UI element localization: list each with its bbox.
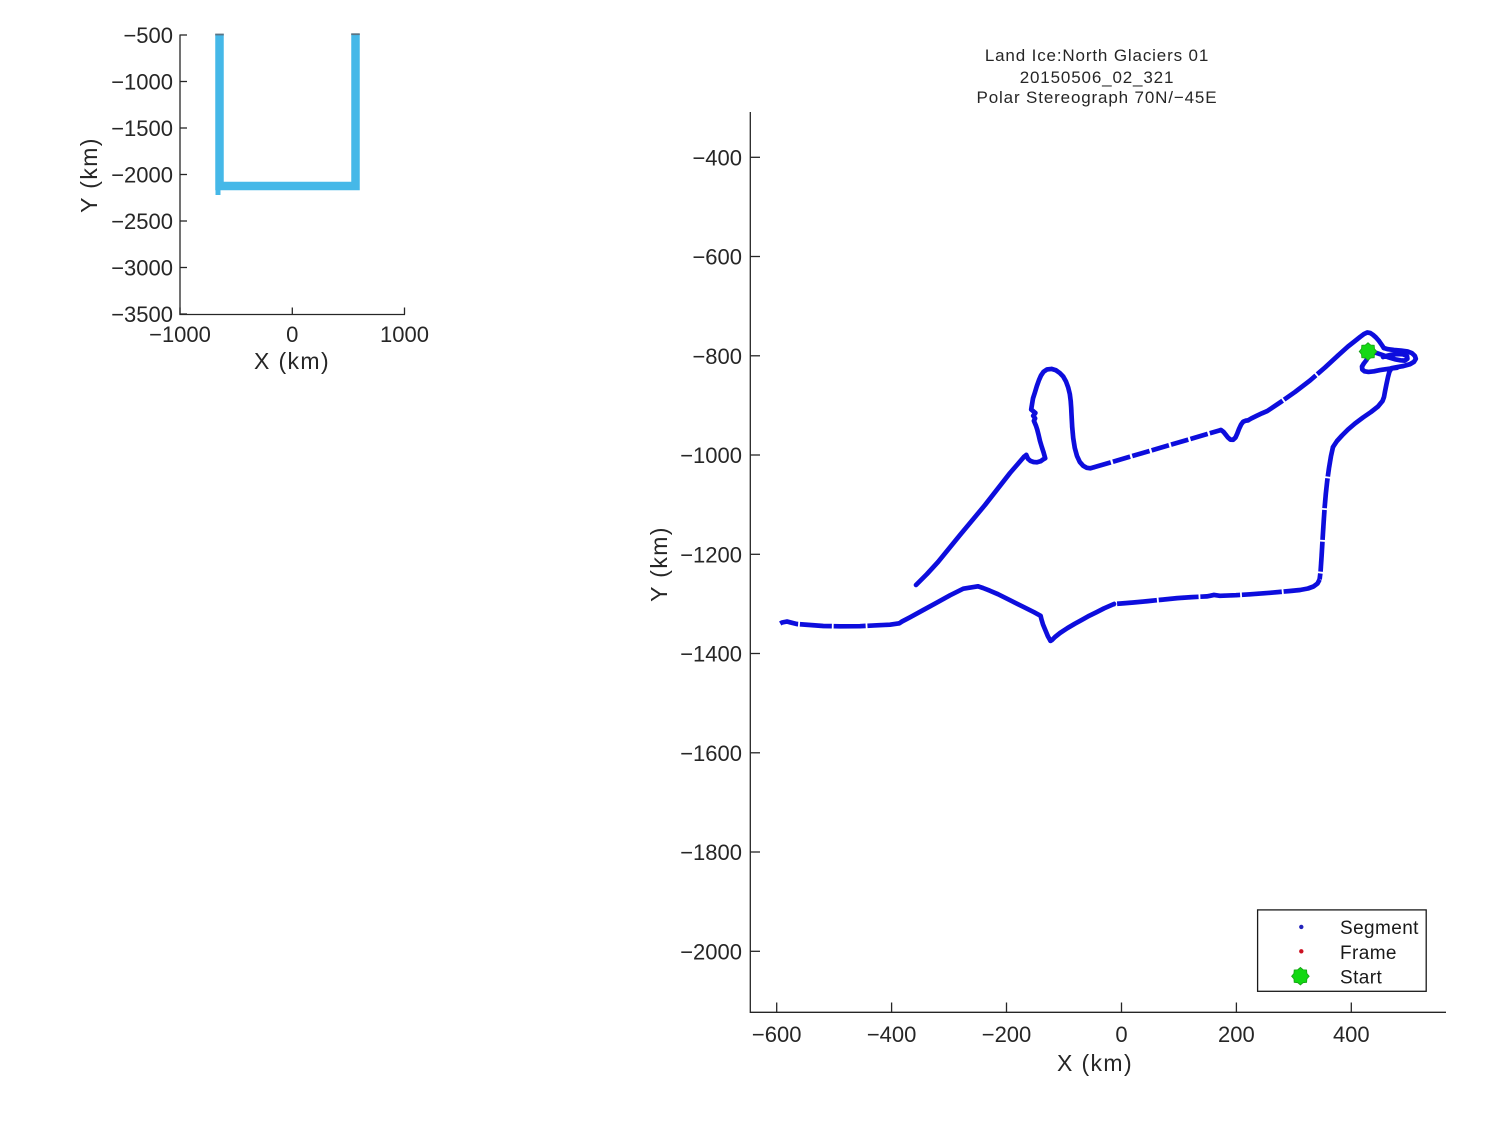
svg-text:−1000: −1000 — [680, 443, 742, 468]
svg-text:−600: −600 — [752, 1022, 802, 1047]
svg-text:0: 0 — [1115, 1022, 1127, 1047]
svg-text:X (km): X (km) — [254, 348, 330, 374]
svg-text:Land Ice:North Glaciers 01: Land Ice:North Glaciers 01 — [985, 46, 1209, 65]
svg-text:−1800: −1800 — [680, 840, 742, 865]
svg-text:Y (km): Y (km) — [76, 137, 102, 213]
svg-text:−1500: −1500 — [111, 116, 173, 141]
svg-text:−800: −800 — [692, 344, 742, 369]
svg-text:1000: 1000 — [380, 322, 429, 347]
svg-text:−1000: −1000 — [149, 322, 211, 347]
svg-text:−1000: −1000 — [111, 70, 173, 95]
svg-text:200: 200 — [1218, 1022, 1255, 1047]
svg-text:−400: −400 — [867, 1022, 917, 1047]
svg-text:−2500: −2500 — [111, 209, 173, 234]
svg-text:−2000: −2000 — [680, 939, 742, 964]
svg-text:−3000: −3000 — [111, 256, 173, 281]
svg-text:−2000: −2000 — [111, 163, 173, 188]
svg-text:−1400: −1400 — [680, 642, 742, 667]
svg-text:Segment: Segment — [1340, 918, 1419, 939]
svg-text:−1600: −1600 — [680, 741, 742, 766]
svg-text:Y (km): Y (km) — [646, 526, 672, 602]
svg-text:Start: Start — [1340, 967, 1382, 988]
svg-text:20150506_02_321: 20150506_02_321 — [1020, 68, 1175, 87]
svg-text:−600: −600 — [692, 245, 742, 270]
svg-text:−500: −500 — [123, 23, 173, 48]
svg-text:Frame: Frame — [1340, 943, 1397, 964]
svg-text:400: 400 — [1333, 1022, 1370, 1047]
svg-text:−200: −200 — [982, 1022, 1032, 1047]
svg-text:0: 0 — [286, 322, 298, 347]
svg-text:Polar Stereograph 70N/−45E: Polar Stereograph 70N/−45E — [977, 88, 1218, 107]
svg-text:−1200: −1200 — [680, 542, 742, 567]
svg-text:X (km): X (km) — [1057, 1050, 1133, 1076]
svg-text:−3500: −3500 — [111, 302, 173, 327]
svg-text:−400: −400 — [692, 145, 742, 170]
